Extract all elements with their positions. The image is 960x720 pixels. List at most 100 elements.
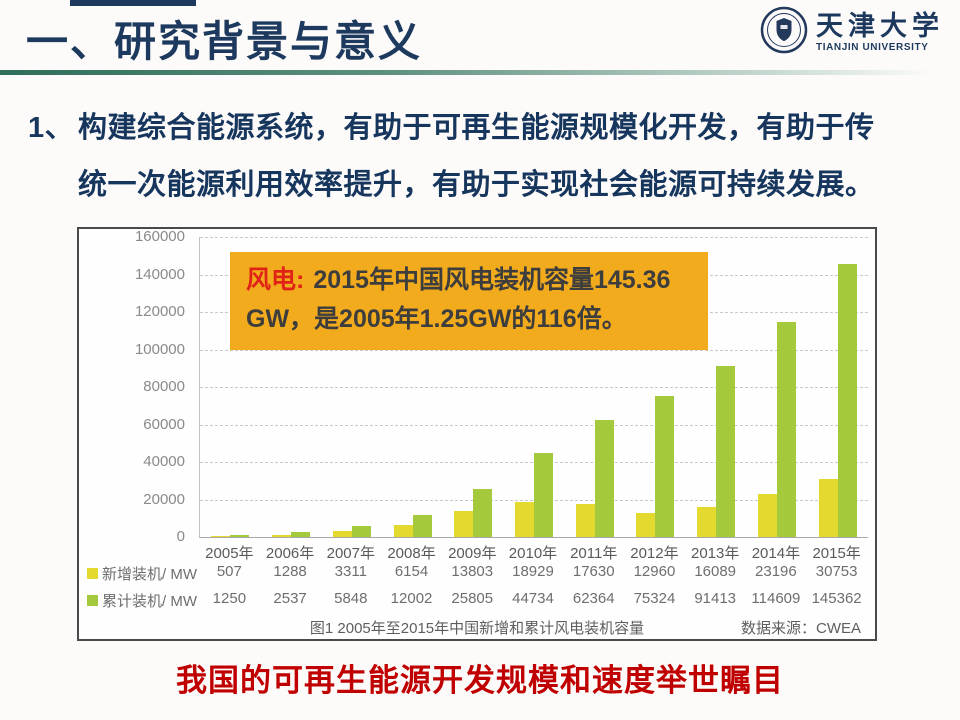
table-cell: 16089 [694, 563, 737, 580]
footer-statement: 我国的可再生能源开发规模和速度举世瞩目 [176, 663, 784, 698]
data-source-label: 数据来源：CWEA [740, 620, 861, 637]
university-name-cn: 天津大学 [816, 11, 944, 42]
y-tick-label: 140000 [134, 265, 185, 283]
y-tick-label: 20000 [143, 490, 185, 508]
x-tick-label: 2010年 [508, 545, 558, 562]
table-cell: 25805 [451, 590, 494, 607]
callout-line-2: GW，是2005年1.25GW的116倍。 [246, 305, 627, 333]
chart-plot-area [199, 237, 868, 538]
table-cell: 507 [216, 563, 242, 580]
legend-swatch-icon [87, 568, 98, 579]
intro-text: 构建综合能源系统，有助于可再生能源规模化开发，有助于传 统一次能源利用效率提升，… [78, 100, 942, 214]
bar-累计装机/ MW-2011年 [594, 420, 614, 537]
x-tick-label: 2011年 [570, 545, 618, 562]
callout-prefix: 风电: [246, 266, 305, 294]
table-cell: 2537 [273, 590, 307, 607]
legend-swatch-icon [87, 595, 98, 606]
y-tick-label: 160000 [134, 228, 185, 245]
gridline [200, 349, 868, 351]
bar-group-2007年 [321, 237, 382, 537]
bar-新增装机/ MW-2008年 [393, 525, 413, 537]
bar-新增装机/ MW-2009年 [454, 511, 474, 537]
bar-累计装机/ MW-2014年 [776, 322, 796, 537]
table-cell: 114609 [751, 590, 801, 607]
chart-bars [200, 237, 868, 537]
gridline [200, 387, 868, 388]
bar-新增装机/ MW-2010年 [514, 501, 534, 537]
x-tick-label: 2009年 [448, 545, 497, 562]
intro-number: 1、 [28, 112, 75, 144]
bar-新增装机/ MW-2011年 [575, 503, 595, 537]
figure-caption: 图1 2005年至2015年中国新增和累计风电装机容量 [309, 620, 645, 637]
bar-累计装机/ MW-2013年 [716, 365, 736, 537]
gridline [200, 237, 868, 238]
x-tick-label: 2005年 [205, 545, 254, 562]
table-cell: 145362 [811, 590, 862, 607]
intro-paragraph: 1、 构建综合能源系统，有助于可再生能源规模化开发，有助于传 统一次能源利用效率… [28, 100, 942, 214]
table-cell: 17630 [572, 563, 615, 580]
x-tick-label: 2008年 [387, 545, 436, 562]
y-tick-label: 60000 [143, 415, 185, 433]
x-tick-label: 2013年 [690, 545, 740, 562]
table-cell: 1288 [273, 563, 307, 580]
bar-新增装机/ MW-2006年 [272, 534, 292, 537]
bar-group-2010年 [504, 237, 565, 537]
bar-group-2012年 [625, 237, 686, 537]
bar-group-2014年 [747, 237, 808, 537]
bar-累计装机/ MW-2005年 [230, 534, 250, 537]
bar-group-2006年 [261, 237, 322, 537]
bar-新增装机/ MW-2007年 [332, 530, 352, 537]
x-tick-label: 2014年 [751, 545, 801, 562]
university-name-en: TIANJIN UNIVERSITY [816, 41, 929, 53]
y-tick-label: 0 [176, 528, 185, 545]
table-cell: 91413 [694, 590, 737, 607]
bar-累计装机/ MW-2010年 [533, 453, 553, 537]
gridline [200, 424, 868, 426]
header-divider [0, 70, 960, 75]
top-accent-bar [70, 0, 196, 6]
series-label-新增装机/ MW: 新增装机/ MW [87, 563, 197, 584]
y-tick-label: 120000 [134, 303, 185, 320]
wind-power-callout: 风电: 2015年中国风电装机容量145.36 GW，是2005年1.25GW的1… [230, 252, 708, 350]
table-cell: 23196 [755, 563, 797, 580]
series-values-累计装机/ MW: 1250 2537 5848 12002 25805 44734 62364 75324 914… [199, 590, 867, 607]
bar-group-2005年 [200, 237, 261, 537]
bar-累计装机/ MW-2009年 [473, 488, 493, 537]
bar-累计装机/ MW-2015年 [837, 264, 857, 537]
bar-新增装机/ MW-2012年 [636, 512, 656, 537]
x-tick-label: 2007年 [326, 545, 375, 562]
series-values-新增装机/ MW: 507 1288 3311 6154 13803 18929 17630 12960 16089… [199, 563, 867, 580]
bar-group-2015年 [807, 237, 868, 537]
table-cell: 44734 [512, 590, 554, 607]
table-cell: 18929 [512, 563, 554, 580]
university-seal-icon [760, 6, 808, 59]
table-cell: 13803 [451, 563, 494, 580]
intro-line-1: 构建综合能源系统，有助于可再生能源规模化开发，有助于传 [78, 112, 875, 144]
bar-累计装机/ MW-2006年 [291, 532, 311, 537]
callout-line-1: 风电: 2015年中国风电装机容量145.36 [246, 261, 692, 300]
series-label-累计装机/ MW: 累计装机/ MW [87, 590, 197, 611]
x-axis-labels: 2005年 2006年 2007年 2008年 2009年 2010年 2011年 2012年… [199, 542, 867, 563]
y-tick-label: 80000 [143, 378, 185, 395]
bar-新增装机/ MW-2005年 [211, 536, 231, 537]
table-cell: 62364 [572, 590, 615, 607]
bar-group-2013年 [686, 237, 747, 537]
table-cell: 6154 [394, 563, 429, 580]
table-cell: 3311 [334, 563, 367, 580]
y-tick-label: 100000 [134, 340, 185, 358]
x-tick-label: 2006年 [265, 545, 315, 562]
intro-line-2: 统一次能源利用效率提升，有助于实现社会能源可持续发展。 [78, 169, 875, 201]
bar-group-2008年 [382, 237, 443, 537]
table-cell: 75324 [633, 590, 676, 607]
wind-power-chart-figure: 0 20000 40000 60000 80000 100000 120000 140000 1… [77, 227, 877, 641]
bar-新增装机/ MW-2015年 [818, 479, 838, 537]
bar-累计装机/ MW-2008年 [412, 514, 432, 537]
bar-新增装机/ MW-2014年 [757, 493, 777, 537]
bar-新增装机/ MW-2013年 [697, 506, 717, 537]
table-cell: 30753 [815, 563, 858, 580]
bar-累计装机/ MW-2007年 [351, 526, 371, 537]
y-tick-label: 40000 [143, 453, 185, 470]
bar-累计装机/ MW-2012年 [655, 395, 675, 537]
table-cell: 5848 [334, 590, 368, 607]
